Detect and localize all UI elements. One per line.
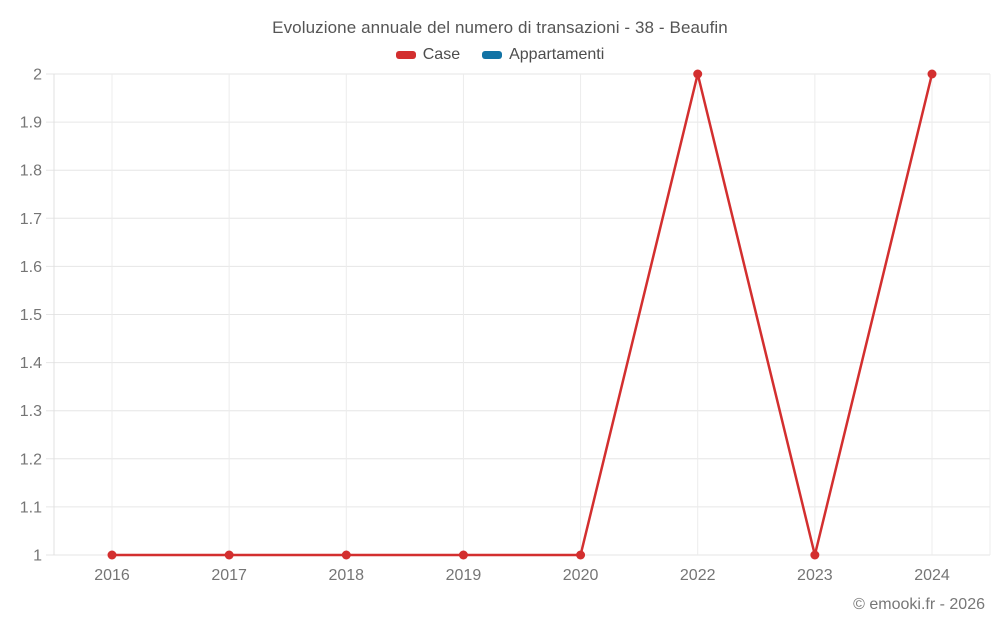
y-tick-label: 1.5 [20,307,42,324]
chart-title: Evoluzione annuale del numero di transaz… [272,18,728,37]
series-line-case [112,72,934,557]
data-point-case-2023[interactable] [810,550,820,560]
x-tick-label: 2017 [211,567,247,584]
data-point-case-2022[interactable] [693,69,703,79]
x-tick-label: 2018 [328,567,364,584]
y-tick-label: 1.9 [20,115,42,132]
y-tick-label: 1 [33,548,42,565]
y-tick-label: 2 [33,67,42,84]
y-tick-label: 1.1 [20,499,42,516]
x-tick-label: 2024 [914,567,950,584]
x-tick-label: 2023 [797,567,833,584]
chart-legend: Case Appartamenti [0,46,1000,64]
x-tick-label: 2016 [94,567,130,584]
case-legend-label: Case [422,46,461,63]
y-tick-label: 1.2 [20,451,42,468]
appartamenti-legend-swatch-icon [482,51,503,59]
data-point-case-2016[interactable] [107,550,117,560]
y-tick-label: 1.3 [20,403,42,420]
chart-footer-credit: © emooki.fr - 2026 [853,596,985,613]
x-tick-label: 2022 [680,567,716,584]
y-tick-label: 1.4 [20,355,42,372]
data-point-case-2018[interactable] [341,550,351,560]
appartamenti-legend-label: Appartamenti [509,46,605,63]
case-legend-swatch-icon [395,51,416,59]
legend-item-appartamenti[interactable]: Appartamenti [482,46,604,64]
x-tick-label: 2020 [563,567,599,584]
legend-item-case[interactable]: Case [395,46,461,64]
x-tick-label: 2019 [446,567,482,584]
data-point-case-2020[interactable] [576,550,586,560]
y-tick-label: 1.7 [20,211,42,228]
data-point-case-2019[interactable] [458,550,468,560]
data-point-case-2017[interactable] [224,550,234,560]
data-point-case-2024[interactable] [927,69,937,79]
y-tick-label: 1.6 [20,259,42,276]
y-tick-label: 1.8 [20,163,42,180]
